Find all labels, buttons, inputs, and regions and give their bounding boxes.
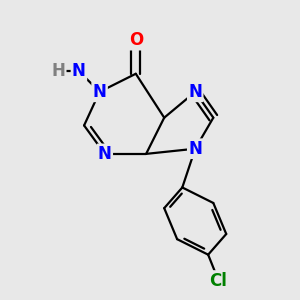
Text: H: H (51, 62, 65, 80)
Text: Cl: Cl (210, 272, 227, 290)
Text: N: N (98, 145, 112, 163)
Text: N: N (93, 83, 106, 101)
Text: N: N (188, 83, 202, 101)
Text: N: N (72, 62, 86, 80)
Text: N: N (188, 140, 202, 158)
Text: O: O (129, 31, 143, 49)
